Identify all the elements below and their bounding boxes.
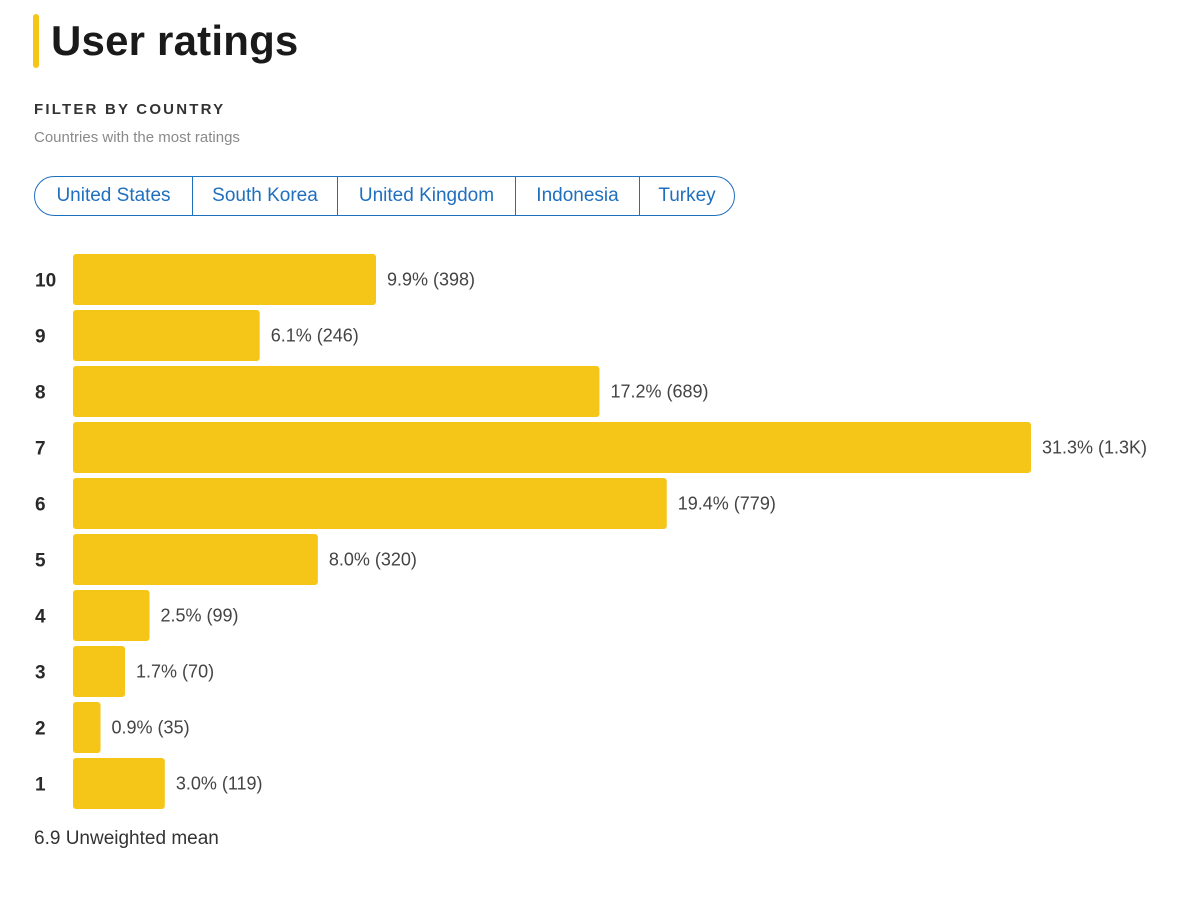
page-title: User ratings (51, 17, 299, 64)
rating-bar-5[interactable] (73, 534, 318, 585)
country-filter-group: United States South Korea United Kingdom… (34, 176, 735, 216)
rating-label-5: 5 (35, 551, 46, 572)
title-block: User ratings (33, 14, 299, 68)
rating-distribution-chart: 10 9.9% (398) 9 6.1% (246) 8 17.2% (689) 7 31.3… (35, 254, 1147, 809)
rating-value-label-10: 9.9% (398) (387, 270, 475, 290)
rating-bar-10[interactable] (73, 254, 377, 305)
rating-value-label-2: 0.9% (35) (112, 718, 190, 738)
rating-value-label-8: 17.2% (689) (610, 382, 708, 402)
country-chip-united-kingdom[interactable]: United Kingdom (337, 177, 515, 215)
rating-value-label-5: 8.0% (320) (329, 550, 417, 570)
rating-bar-2[interactable] (73, 702, 101, 753)
rating-label-3: 3 (35, 663, 46, 684)
rating-label-9: 9 (35, 327, 46, 348)
rating-value-label-4: 2.5% (99) (161, 606, 239, 626)
rating-value-label-7: 31.3% (1.3K) (1042, 438, 1147, 458)
title-accent-bar (33, 14, 39, 68)
rating-bar-6[interactable] (73, 478, 667, 529)
rating-label-7: 7 (35, 439, 46, 460)
unweighted-mean: 6.9 Unweighted mean (34, 828, 219, 849)
rating-value-label-6: 19.4% (779) (678, 494, 776, 514)
rating-bar-3[interactable] (73, 646, 126, 697)
rating-bar-9[interactable] (73, 310, 260, 361)
rating-bar-8[interactable] (73, 366, 600, 417)
rating-value-label-9: 6.1% (246) (271, 326, 359, 346)
country-chip-turkey[interactable]: Turkey (639, 177, 734, 215)
rating-label-1: 1 (35, 775, 46, 796)
rating-value-label-1: 3.0% (119) (176, 774, 263, 794)
country-chip-indonesia[interactable]: Indonesia (515, 177, 639, 215)
rating-bar-7[interactable] (73, 422, 1031, 473)
rating-label-4: 4 (35, 607, 46, 628)
filter-subheading: Countries with the most ratings (34, 129, 240, 146)
rating-label-10: 10 (35, 271, 56, 292)
rating-value-label-3: 1.7% (70) (136, 662, 214, 682)
rating-label-2: 2 (35, 719, 46, 740)
rating-bar-1[interactable] (73, 758, 165, 809)
filter-heading: FILTER BY COUNTRY (34, 101, 226, 118)
rating-label-6: 6 (35, 495, 46, 516)
rating-label-8: 8 (35, 383, 46, 404)
rating-bar-4[interactable] (73, 590, 150, 641)
country-chip-south-korea[interactable]: South Korea (192, 177, 337, 215)
country-chip-united-states[interactable]: United States (56, 185, 171, 206)
